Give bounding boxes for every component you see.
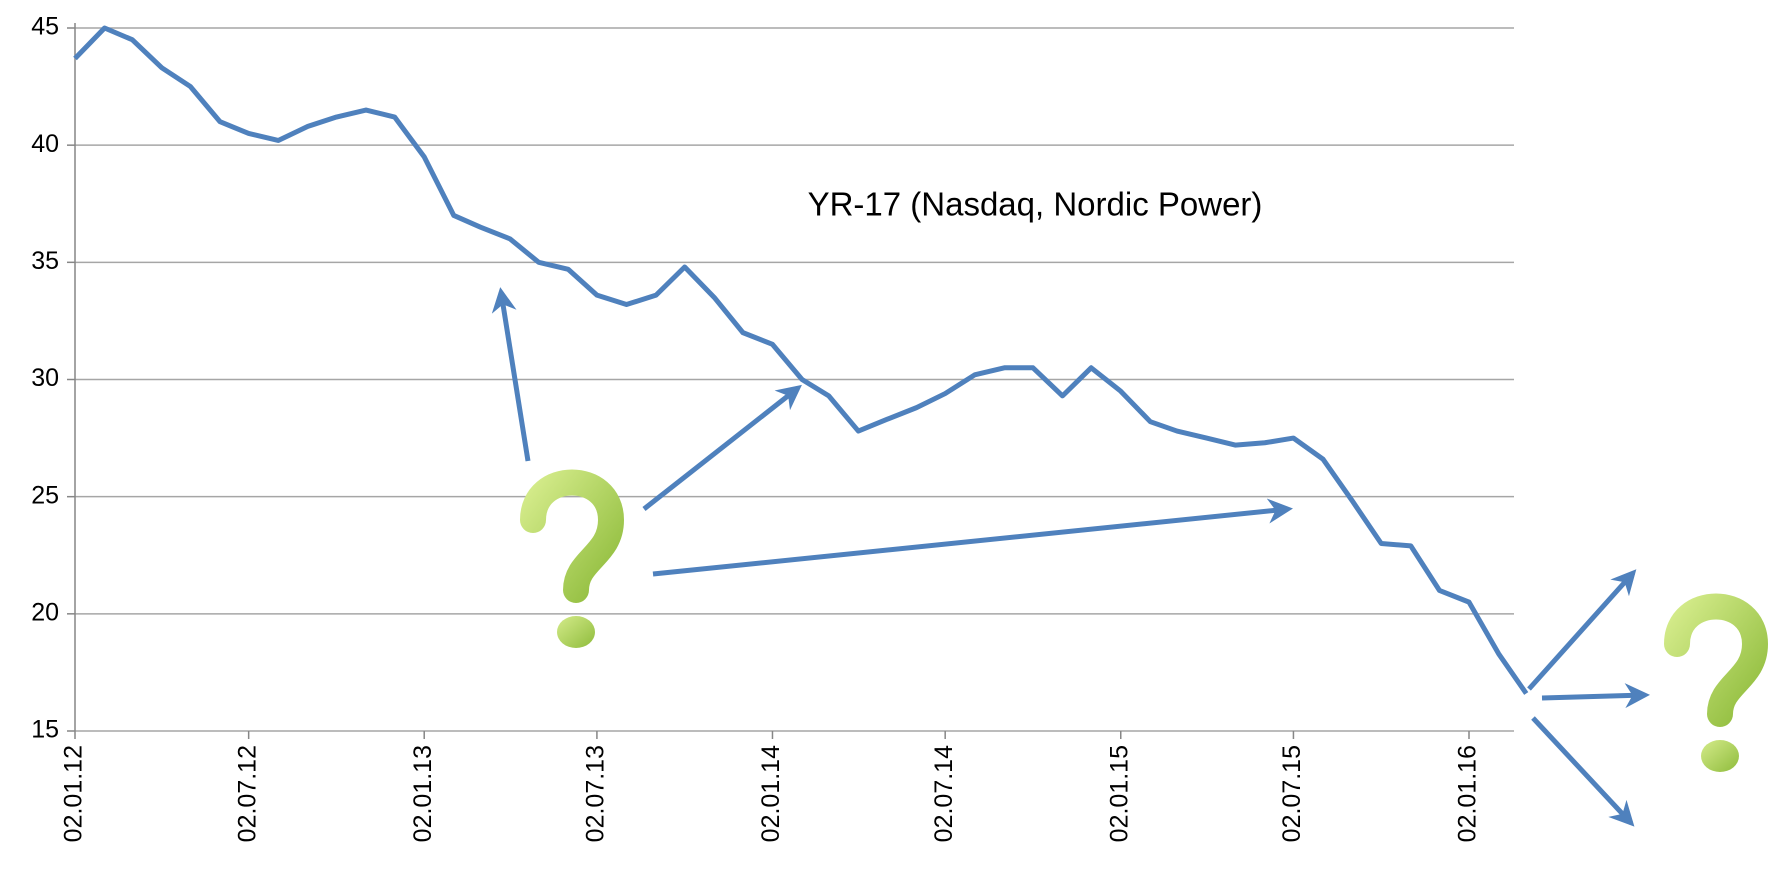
y-tick-label: 25 bbox=[31, 481, 59, 509]
y-tick-label: 40 bbox=[31, 130, 59, 158]
x-tick-label: 02.07.12 bbox=[233, 745, 261, 842]
arrows bbox=[491, 287, 1650, 827]
x-tick-label: 02.01.12 bbox=[60, 745, 88, 842]
x-tick-label: 02.07.13 bbox=[582, 745, 610, 842]
x-tick-label: 02.01.14 bbox=[757, 745, 785, 842]
x-tick-label: 02.01.15 bbox=[1105, 745, 1133, 842]
line-series bbox=[73, 25, 1529, 695]
annotation: YR-17 (Nasdaq, Nordic Power) bbox=[808, 186, 1263, 223]
question-mark bbox=[520, 469, 625, 648]
y-tick-label: 30 bbox=[31, 364, 59, 392]
y-tick-label: 15 bbox=[31, 716, 59, 744]
y-tick-label: 20 bbox=[31, 598, 59, 626]
y-tick-label: 45 bbox=[31, 13, 59, 41]
x-tick-label: 02.01.16 bbox=[1454, 745, 1482, 842]
x-tick-label: 02.01.13 bbox=[409, 745, 437, 842]
x-tick-label: 02.07.14 bbox=[930, 745, 958, 842]
x-tick-label: 02.07.15 bbox=[1278, 745, 1306, 842]
y-tick-label: 35 bbox=[31, 247, 59, 275]
question-mark bbox=[1664, 593, 1769, 772]
